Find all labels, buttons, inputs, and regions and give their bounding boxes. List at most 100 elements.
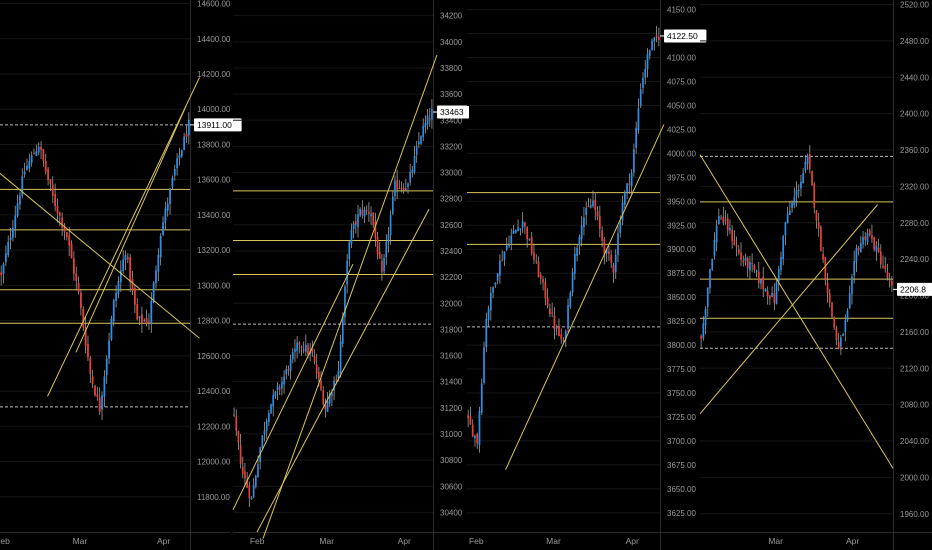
candle-down bbox=[831, 302, 833, 317]
candle-up bbox=[370, 213, 372, 217]
candle-up bbox=[21, 176, 24, 196]
y-tick-label: 4050.00 bbox=[667, 101, 696, 110]
candle-down bbox=[374, 222, 377, 238]
candle-down bbox=[51, 184, 54, 196]
candle-down bbox=[467, 415, 469, 418]
candle-up bbox=[724, 219, 727, 221]
y-tick-label: 2360.00 bbox=[900, 146, 929, 155]
candle-up bbox=[646, 54, 649, 70]
candle-down bbox=[562, 340, 565, 342]
candle-up bbox=[344, 286, 346, 318]
candle-up bbox=[383, 257, 385, 272]
candle-down bbox=[808, 154, 811, 170]
y-tick-label: 2280.00 bbox=[900, 219, 929, 228]
y-tick-label: 3650.00 bbox=[667, 485, 696, 494]
candle-up bbox=[169, 188, 171, 205]
candle-up bbox=[352, 223, 355, 229]
candle-down bbox=[378, 251, 381, 259]
y-tick-label: 3725.00 bbox=[667, 413, 696, 422]
y-tick-label: 2440.00 bbox=[900, 73, 929, 82]
last-price-label: 2206.8 bbox=[900, 284, 926, 294]
candle-up bbox=[28, 161, 31, 169]
chart-panel-4: 1960.00 2000.00 2040.00 2080.00 2120.00 2160.… bbox=[699, 0, 932, 550]
candle-up bbox=[405, 188, 407, 190]
trend-line bbox=[256, 208, 430, 533]
candle-down bbox=[0, 272, 3, 275]
y-tick-label: 12400.00 bbox=[197, 387, 231, 396]
candle-down bbox=[287, 368, 290, 371]
candle-down bbox=[72, 258, 75, 274]
y-tick-label: 3925.00 bbox=[667, 221, 696, 230]
y-tick-label: 14000.00 bbox=[197, 105, 231, 114]
y-tick-label: 4075.00 bbox=[667, 77, 696, 86]
candle-up bbox=[804, 162, 807, 171]
candle-up bbox=[760, 279, 762, 284]
candle-down bbox=[233, 414, 235, 416]
candle-down bbox=[33, 153, 35, 155]
candle-down bbox=[84, 327, 87, 346]
candle-down bbox=[148, 321, 150, 323]
candle-down bbox=[313, 355, 316, 362]
candle-up bbox=[255, 475, 257, 487]
y-tick-label: 30800 bbox=[440, 456, 463, 465]
candle-up bbox=[391, 196, 394, 214]
candle-down bbox=[815, 210, 818, 221]
candle-down bbox=[246, 479, 248, 488]
candle-up bbox=[519, 228, 522, 230]
y-tick-label: 32200 bbox=[440, 273, 463, 282]
candle-up bbox=[851, 276, 853, 294]
candle-up bbox=[117, 281, 120, 294]
candle-up bbox=[110, 318, 113, 340]
candle-up bbox=[840, 337, 842, 347]
candle-down bbox=[608, 251, 610, 255]
candle-down bbox=[136, 304, 139, 320]
candle-up bbox=[119, 270, 122, 283]
candle-up bbox=[363, 209, 366, 217]
candle-up bbox=[614, 254, 617, 272]
candle-down bbox=[587, 206, 590, 208]
candle-down bbox=[40, 146, 42, 151]
candle-down bbox=[400, 187, 403, 189]
y-tick-label: 2000.00 bbox=[900, 473, 929, 482]
candle-up bbox=[589, 205, 592, 208]
candle-down bbox=[476, 433, 479, 444]
candle-up bbox=[407, 183, 409, 187]
candle-up bbox=[576, 247, 578, 257]
candle-down bbox=[884, 265, 887, 269]
candle-up bbox=[784, 222, 787, 236]
candle-down bbox=[237, 431, 240, 443]
candle-down bbox=[133, 288, 136, 305]
x-tick-label: Apr bbox=[626, 536, 639, 546]
y-tick-label: 14200.00 bbox=[197, 70, 231, 79]
candle-up bbox=[103, 376, 106, 397]
x-tick-label: Apr bbox=[398, 536, 411, 546]
candle-up bbox=[512, 230, 515, 234]
candle-up bbox=[270, 404, 272, 414]
candle-up bbox=[806, 155, 809, 164]
candle-down bbox=[368, 212, 370, 215]
candle-up bbox=[16, 203, 19, 216]
candle-down bbox=[361, 209, 364, 215]
y-tick-label: 2080.00 bbox=[900, 401, 929, 410]
candle-up bbox=[157, 254, 160, 272]
candle-down bbox=[235, 416, 238, 431]
candle-down bbox=[601, 230, 603, 241]
candle-down bbox=[658, 37, 660, 41]
candle-up bbox=[272, 394, 275, 407]
candle-up bbox=[480, 383, 483, 413]
y-tick-label: 30400 bbox=[440, 508, 463, 517]
candle-down bbox=[773, 293, 776, 303]
candle-down bbox=[535, 260, 538, 262]
y-tick-label: 12200.00 bbox=[197, 422, 231, 431]
candle-up bbox=[499, 260, 501, 276]
candle-up bbox=[9, 237, 12, 241]
candle-down bbox=[864, 236, 867, 240]
candle-down bbox=[355, 221, 357, 225]
candle-down bbox=[524, 222, 526, 227]
candle-down bbox=[877, 247, 880, 253]
y-tick-label: 13600.00 bbox=[197, 176, 231, 185]
candle-up bbox=[802, 172, 804, 184]
y-tick-label: 12800.00 bbox=[197, 317, 231, 326]
candle-down bbox=[886, 271, 889, 278]
candle-up bbox=[514, 229, 517, 233]
